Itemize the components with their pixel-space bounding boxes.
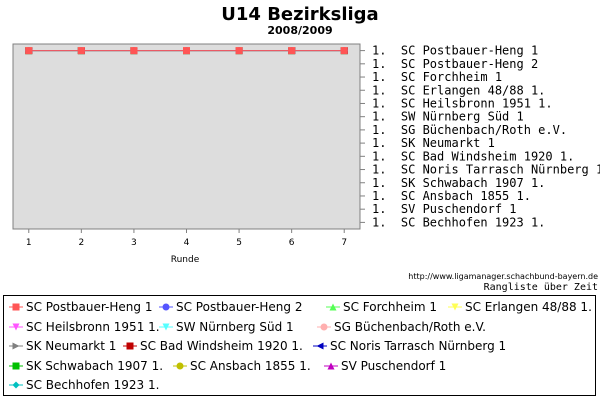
legend-item: SC Postbauer-Heng 1 — [9, 300, 152, 314]
legend-item: SK Neumarkt 1 — [9, 339, 116, 353]
y-tick-label: 1. SW Nürnberg Süd 1 — [372, 110, 524, 124]
legend-marker — [329, 303, 337, 311]
legend: SC Postbauer-Heng 1 SC Postbauer-Heng 2 SC… — [3, 295, 596, 396]
legend-swatch — [159, 323, 173, 330]
plot-area — [12, 43, 361, 230]
legend-swatch — [9, 303, 23, 311]
legend-swatch — [9, 381, 23, 389]
legend-label: SC Erlangen 48/88 1. — [465, 300, 592, 314]
chart-title: U14 Bezirksliga — [221, 4, 379, 25]
legend-label: SC Bechhofen 1923 1. — [26, 378, 160, 392]
x-tick-label: 7 — [341, 238, 347, 248]
data-point — [340, 47, 348, 55]
legend-marker — [320, 323, 328, 330]
legend-item: SC Noris Tarrasch Nürnberg 1 — [313, 339, 506, 353]
legend-marker — [12, 342, 20, 350]
x-tick-label: 2 — [78, 238, 84, 248]
legend-label: SK Neumarkt 1 — [26, 339, 117, 353]
legend-item: SC Forchheim 1 — [326, 300, 437, 314]
legend-item: SK Schwabach 1907 1. — [9, 359, 163, 373]
legend-label: SC Bad Windsheim 1920 1. — [140, 339, 303, 353]
y-tick-label: 1. SC Bad Windsheim 1920 1. — [372, 149, 574, 163]
legend-item: SW Nürnberg Süd 1 — [159, 320, 294, 334]
legend-marker — [327, 362, 335, 369]
legend-item: SG Büchenbach/Roth e.V. — [317, 320, 486, 334]
legend-item: SC Erlangen 48/88 1. — [448, 300, 592, 314]
legend-item: SC Ansbach 1855 1. — [173, 359, 311, 373]
legend-label: SC Postbauer-Heng 1 — [26, 300, 153, 314]
legend-marker — [451, 303, 459, 311]
legend-swatch — [326, 303, 340, 311]
legend-marker — [162, 303, 170, 311]
x-tick-label: 5 — [236, 238, 242, 248]
source-url: http://www.ligamanager.schachbund-bayern… — [408, 272, 598, 281]
legend-label: SW Nürnberg Süd 1 — [176, 319, 294, 334]
legend-marker — [316, 342, 324, 350]
legend-item: SC Bad Windsheim 1920 1. — [123, 339, 303, 353]
x-axis-label: Runde — [171, 255, 200, 265]
y-tick-label: 1. SC Forchheim 1 — [372, 70, 502, 84]
legend-swatch — [448, 303, 462, 311]
y-tick-label: 1. SV Puschendorf 1 — [372, 202, 517, 216]
legend-swatch — [324, 362, 338, 369]
legend-swatch — [313, 342, 327, 350]
legend-item: SV Puschendorf 1 — [324, 359, 446, 373]
legend-marker — [12, 381, 20, 389]
y-tick-label: 1. SG Büchenbach/Roth e.V. — [372, 123, 567, 137]
legend-swatch — [9, 323, 23, 330]
legend-marker — [12, 362, 20, 369]
legend-label: SC Forchheim 1 — [343, 300, 437, 314]
legend-label: SV Puschendorf 1 — [341, 358, 447, 373]
data-point — [130, 47, 138, 55]
legend-item: SC Bechhofen 1923 1. — [9, 378, 159, 392]
data-point — [288, 47, 296, 55]
y-tick-label: 1. SC Erlangen 48/88 1. — [372, 83, 545, 97]
x-tick-label: 4 — [184, 238, 190, 248]
x-tick-label: 3 — [131, 238, 137, 248]
legend-item: SC Heilsbronn 1951 1. — [9, 320, 160, 334]
legend-swatch — [317, 323, 331, 330]
chart-caption: Rangliste über Zeit — [483, 282, 598, 293]
data-point — [183, 47, 190, 55]
x-tick-label: 6 — [289, 238, 295, 248]
legend-swatch — [9, 362, 23, 369]
legend-label: SC Heilsbronn 1951 1. — [26, 319, 160, 334]
legend-item: SC Postbauer-Heng 2 — [159, 300, 302, 314]
legend-swatch — [173, 362, 187, 369]
legend-label: SC Postbauer-Heng 2 — [176, 300, 303, 314]
legend-label: SG Büchenbach/Roth e.V. — [334, 319, 486, 334]
y-tick-label: 1. SK Neumarkt 1 — [372, 136, 495, 150]
y-tick-label: 1. SC Ansbach 1855 1. — [372, 189, 531, 203]
legend-label: SC Noris Tarrasch Nürnberg 1 — [330, 339, 507, 353]
y-tick-label: 1. SC Bechhofen 1923 1. — [372, 215, 545, 229]
legend-marker — [162, 323, 170, 330]
chart-subtitle: 2008/2009 — [267, 24, 333, 37]
data-point — [25, 47, 33, 55]
y-tick-label: 1. SC Postbauer-Heng 1 — [372, 44, 538, 58]
y-tick-label: 1. SC Postbauer-Heng 2 — [372, 57, 538, 71]
legend-marker — [12, 323, 20, 330]
data-point — [77, 47, 85, 55]
legend-marker — [126, 342, 134, 350]
y-tick-label: 1. SC Noris Tarrasch Nürnberg 1 — [372, 163, 600, 177]
legend-swatch — [123, 342, 137, 350]
legend-label: SC Ansbach 1855 1. — [190, 358, 311, 373]
data-point — [235, 47, 243, 55]
line-chart: 1 2 3 4 5 6 7 1. SC Postbauer-Heng 11. SC Post… — [12, 43, 600, 265]
legend-swatch — [159, 303, 173, 311]
legend-marker — [176, 362, 184, 369]
legend-label: SK Schwabach 1907 1. — [26, 358, 164, 373]
legend-marker — [12, 303, 20, 311]
y-tick-label: 1. SK Schwabach 1907 1. — [372, 176, 545, 190]
x-tick-label: 1 — [26, 238, 32, 248]
legend-swatch — [9, 342, 23, 350]
y-tick-label: 1. SC Heilsbronn 1951 1. — [372, 96, 553, 110]
